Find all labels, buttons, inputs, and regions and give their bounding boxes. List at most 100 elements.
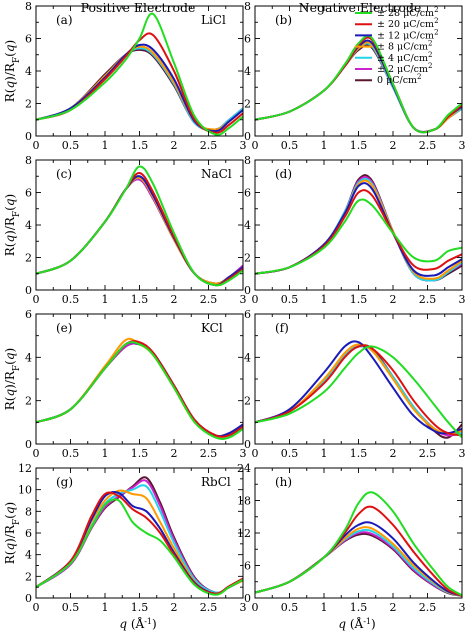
x-tick-label: 1 (102, 293, 109, 306)
series-line-20-c-cm (36, 172, 243, 287)
x-tick-label: 0 (33, 139, 40, 152)
x-tick-label: 2 (390, 447, 397, 460)
x-tick-label: 2 (390, 139, 397, 152)
y-tick-label: 18 (237, 495, 251, 508)
x-tick-label: 2 (390, 601, 397, 614)
series-line-12-c-cm (255, 182, 462, 277)
y-tick-label: 10 (18, 484, 32, 497)
x-tick-label: 2.5 (200, 139, 218, 152)
x-tick-label: 3 (459, 447, 466, 460)
series-line-4-c-cm (36, 176, 243, 285)
y-tick-label: 0 (25, 592, 32, 605)
y-tick-label: 24 (237, 462, 251, 475)
y-axis-title: R(q)/RF(q) (3, 40, 22, 103)
y-tick-label: 2 (25, 395, 32, 408)
panel-c: 0 0.5 1 1.5 2 2.5 3 0 2 4 6 8 (c) NaCl R(q)/RF(q) (3, 154, 247, 306)
x-tick-label: 2.5 (419, 601, 437, 614)
salt-label: RbCl (201, 475, 231, 489)
x-tick-label: 0 (252, 139, 259, 152)
y-tick-label: 0 (25, 130, 32, 143)
x-tick-label: 1.5 (131, 601, 149, 614)
series-line-8-c-cm (36, 45, 243, 131)
legend-label: ± 12 μC/cm2 (377, 28, 439, 41)
series-line-28-c-cm (36, 341, 243, 440)
series-group (255, 174, 462, 282)
x-tick-label: 1.5 (350, 293, 368, 306)
series-line-12-c-cm (36, 341, 243, 438)
series-line-2-c-cm (36, 178, 243, 285)
panel-label: (h) (275, 475, 292, 489)
series-line-12-c-cm (36, 175, 243, 287)
series-line-8-c-cm (255, 343, 462, 435)
series-line-20-c-cm (36, 340, 243, 438)
salt-label: NaCl (201, 167, 232, 181)
x-tick-label: 1.5 (350, 601, 368, 614)
series-line-28-c-cm (255, 491, 462, 597)
legend-label: ± 4 μC/cm2 (377, 51, 433, 64)
y-tick-label: 2 (25, 98, 32, 111)
legend-item-2-c-cm: ± 2 μC/cm2 (355, 62, 433, 75)
series-line-8-c-cm (255, 179, 462, 280)
legend-item-20-c-cm: ± 20 μC/cm2 (355, 17, 439, 30)
panel-e: 0 0.5 1 1.5 2 2.5 3 0 2 4 6 (e) KCl R(q)/RF(q) (3, 308, 247, 460)
x-tick-label: 3 (240, 601, 247, 614)
series-line-8-c-cm (36, 176, 243, 285)
x-tick-label: 2 (171, 139, 178, 152)
x-tick-label: 0 (252, 447, 259, 460)
series-group (36, 165, 243, 287)
y-tick-label: 0 (25, 284, 32, 297)
legend-label: ± 8 μC/cm2 (377, 40, 433, 53)
series-line-0-c-cm (255, 532, 462, 597)
legend: ± 28 μC/cm2± 20 μC/cm2± 12 μC/cm2± 8 μC/… (355, 6, 439, 86)
series-line-28-c-cm (36, 12, 243, 136)
series-line-12-c-cm (36, 491, 243, 595)
x-tick-label: 0.5 (281, 447, 299, 460)
y-tick-label: 0 (244, 130, 251, 143)
legend-label: ± 2 μC/cm2 (377, 62, 433, 75)
y-tick-label: 0 (244, 284, 251, 297)
y-tick-label: 6 (25, 527, 32, 540)
y-tick-label: 12 (18, 462, 32, 475)
series-line-0-c-cm (36, 342, 243, 438)
series-line-20-c-cm (255, 344, 462, 437)
x-tick-label: 1 (321, 601, 328, 614)
legend-label: 0 μC/cm2 (377, 73, 422, 86)
series-line-8-c-cm (36, 337, 243, 438)
series-line-4-c-cm (36, 341, 243, 438)
x-tick-label: 1 (321, 447, 328, 460)
x-tick-label: 1 (102, 139, 109, 152)
x-tick-label: 2.5 (419, 447, 437, 460)
y-tick-label: 6 (25, 33, 32, 46)
x-tick-label: 0.5 (281, 139, 299, 152)
x-tick-label: 3 (240, 139, 247, 152)
y-tick-label: 6 (244, 187, 251, 200)
x-tick-label: 2.5 (419, 293, 437, 306)
x-tick-label: 0.5 (62, 447, 80, 460)
series-line-4-c-cm (255, 177, 462, 282)
panel-label: (g) (56, 475, 73, 489)
x-tick-label: 0 (252, 293, 259, 306)
series-line-28-c-cm (36, 498, 243, 596)
legend-item-8-c-cm: ± 8 μC/cm2 (355, 40, 433, 53)
panel-label: (b) (275, 13, 292, 27)
x-tick-label: 3 (240, 293, 247, 306)
series-line-2-c-cm (36, 342, 243, 438)
y-tick-label: 2 (25, 252, 32, 265)
series-group (255, 491, 462, 597)
panel-label: (f) (275, 321, 289, 335)
y-tick-label: 4 (244, 65, 251, 78)
y-tick-label: 8 (25, 154, 32, 167)
panel-label: (e) (56, 321, 72, 335)
x-axis-title-right: q (Å-1) (338, 616, 375, 631)
series-line-28-c-cm (255, 198, 462, 275)
x-tick-label: 1.5 (350, 139, 368, 152)
x-axis-title-left: q (Å-1) (119, 616, 156, 631)
series-line-2-c-cm (36, 47, 243, 131)
x-tick-label: 0.5 (281, 601, 299, 614)
y-tick-label: 6 (244, 560, 251, 573)
series-line-28-c-cm (36, 165, 243, 287)
x-tick-label: 1 (102, 447, 109, 460)
x-tick-label: 2.5 (200, 447, 218, 460)
y-tick-label: 6 (244, 33, 251, 46)
panel-label: (c) (56, 167, 72, 181)
